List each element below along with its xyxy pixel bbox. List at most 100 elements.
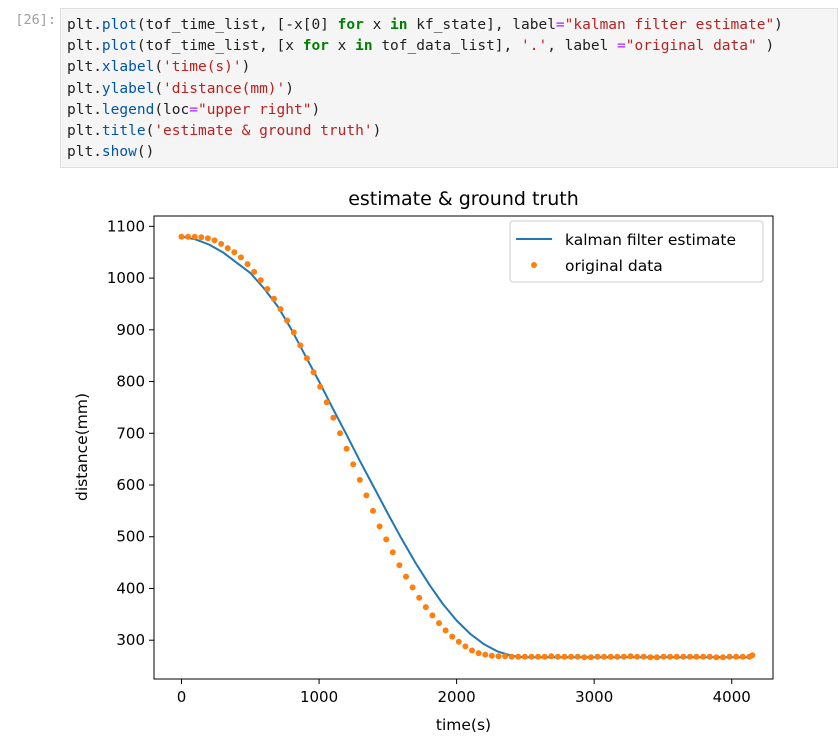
code-editor[interactable]: plt.plot(tof_time_list, [-x[0] for x in … <box>67 15 831 163</box>
code-line: plt.legend(loc="upper right") <box>67 101 321 118</box>
data-point <box>535 653 542 660</box>
data-point <box>343 445 350 452</box>
y-tick-label: 700 <box>116 424 145 442</box>
data-point <box>178 233 185 240</box>
data-point <box>581 654 588 661</box>
data-point <box>686 653 693 660</box>
data-point <box>515 653 522 660</box>
data-point <box>673 653 680 660</box>
data-point <box>369 507 376 514</box>
data-point <box>488 652 495 659</box>
data-point <box>389 549 396 556</box>
data-point <box>574 653 581 660</box>
data-point <box>594 653 601 660</box>
plot-frame <box>153 215 774 680</box>
data-point <box>356 476 363 483</box>
data-point <box>257 277 264 284</box>
data-point <box>634 653 641 660</box>
data-point <box>211 237 218 244</box>
data-point <box>303 355 310 362</box>
data-point <box>317 383 324 390</box>
data-point <box>218 240 225 247</box>
data-point <box>482 651 489 658</box>
data-point <box>429 612 436 619</box>
legend-point-swatch <box>531 262 537 268</box>
code-line: plt.plot(tof_time_list, [-x[0] for x in … <box>67 17 783 33</box>
data-point <box>693 653 700 660</box>
data-point <box>396 562 403 569</box>
data-point <box>607 653 614 660</box>
chart-axes: 0 1000 2000 3000 4000 300 400 500 600 700 800 900 10… <box>107 217 751 706</box>
data-point <box>660 653 667 660</box>
data-point <box>323 399 330 406</box>
data-point <box>277 306 284 313</box>
code-line: plt.plot(tof_time_list, [x for x in tof_… <box>67 38 775 55</box>
data-point <box>409 584 416 591</box>
data-point <box>442 627 449 634</box>
data-point <box>713 654 720 661</box>
data-point <box>403 573 410 580</box>
x-tick-label: 0 <box>177 688 187 706</box>
data-point <box>548 653 555 660</box>
y-tick-label: 900 <box>116 321 145 339</box>
data-point <box>719 654 726 661</box>
data-point <box>231 249 238 256</box>
data-point <box>502 653 509 660</box>
data-point <box>568 653 575 660</box>
legend-label-data: original data <box>565 257 663 275</box>
data-point <box>706 653 713 660</box>
data-point <box>620 653 627 660</box>
data-point <box>422 604 429 611</box>
data-point <box>614 653 621 660</box>
legend-label-estimate: kalman filter estimate <box>565 231 736 249</box>
data-point <box>363 492 370 499</box>
data-point <box>191 233 198 240</box>
data-point <box>495 653 502 660</box>
data-point <box>270 295 277 302</box>
data-point <box>290 329 297 336</box>
data-point <box>284 317 291 324</box>
x-tick-label: 4000 <box>713 688 751 706</box>
data-point <box>521 653 528 660</box>
data-point <box>224 245 231 252</box>
data-point <box>455 638 462 645</box>
cell-prompt: [26]: <box>15 12 56 28</box>
data-point <box>601 653 608 660</box>
data-point <box>640 653 647 660</box>
data-point <box>647 654 654 661</box>
data-point <box>739 653 746 660</box>
data-point <box>251 268 258 275</box>
data-point <box>310 369 317 376</box>
data-point <box>198 234 205 241</box>
y-tick-label: 500 <box>116 528 145 546</box>
data-point <box>627 653 634 660</box>
y-tick-label: 1000 <box>107 269 145 287</box>
code-line: plt.xlabel('time(s)') <box>67 59 251 76</box>
data-point <box>416 594 423 601</box>
data-point <box>336 430 343 437</box>
code-line: plt.ylabel('distance(mm)') <box>67 80 294 97</box>
legend: kalman filter estimate original data <box>509 220 764 283</box>
legend-box <box>509 220 764 283</box>
x-axis-label: time(s) <box>436 716 491 734</box>
data-point <box>244 261 251 268</box>
data-point <box>726 653 733 660</box>
data-point <box>264 285 271 292</box>
code-line: plt.title('estimate & ground truth') <box>67 123 382 140</box>
chart-marks <box>178 233 756 661</box>
code-cell[interactable]: plt.plot(tof_time_list, [-x[0] for x in … <box>60 8 838 168</box>
data-point <box>508 653 515 660</box>
data-point <box>237 254 244 261</box>
data-point <box>350 461 357 468</box>
data-point <box>733 653 740 660</box>
y-tick-label: 600 <box>116 476 145 494</box>
chart-title: estimate & ground truth <box>348 188 579 210</box>
data-point <box>749 652 756 659</box>
data-point <box>561 653 568 660</box>
y-tick-label: 1100 <box>107 217 145 235</box>
data-point <box>541 653 548 660</box>
data-point <box>297 342 304 349</box>
x-tick-label: 3000 <box>575 688 613 706</box>
data-point <box>528 653 535 660</box>
x-tick-label: 1000 <box>300 688 338 706</box>
